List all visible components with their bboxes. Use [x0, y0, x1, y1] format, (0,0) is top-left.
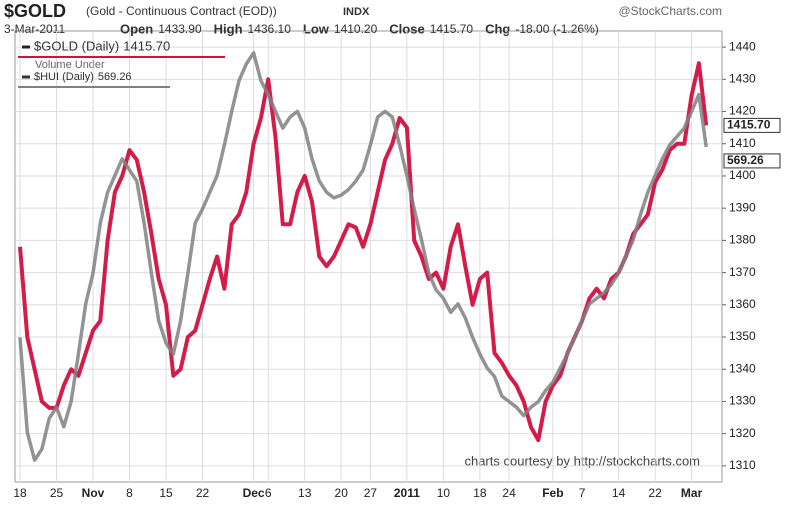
x-tick-label: 7 — [579, 486, 586, 500]
subtitle: (Gold - Continuous Contract (EOD)) — [86, 4, 277, 18]
stat-value: 1433.90 — [158, 22, 202, 36]
x-tick-label: 20 — [335, 486, 349, 500]
date: 3-Mar-2011 — [4, 22, 65, 36]
x-tick-label: 8 — [126, 486, 133, 500]
y-tick-label: 1330 — [729, 394, 756, 408]
y-tick-label: 1340 — [729, 361, 756, 375]
last-value-box — [723, 153, 781, 169]
chart-title: $GOLD — [4, 1, 66, 21]
x-tick-label: 10 — [437, 486, 451, 500]
last-value-label: 1415.70 — [727, 118, 771, 132]
x-tick-label: Dec — [243, 486, 265, 500]
stat-value: -18.00 (-1.26%) — [515, 22, 598, 36]
legend-entry: $HUI (Daily) — [34, 71, 94, 83]
stat-value: 1436.10 — [248, 22, 292, 36]
y-tick-label: 1390 — [729, 200, 756, 214]
y-tick-label: 1440 — [729, 39, 756, 53]
x-tick-label: 27 — [364, 486, 378, 500]
stat-label: Chg — [485, 21, 510, 36]
x-tick-label: 22 — [648, 486, 662, 500]
series-line — [18, 61, 709, 443]
x-tick-label: Nov — [82, 486, 105, 500]
y-tick-label: 1320 — [729, 426, 756, 440]
stat-label: High — [214, 21, 243, 36]
x-tick-label: 13 — [298, 486, 312, 500]
exchange: INDX — [343, 6, 370, 18]
x-tick-label: Mar — [681, 486, 703, 500]
y-tick-label: 1370 — [729, 265, 756, 279]
y-tick-label: 1400 — [729, 168, 756, 182]
legend-value: 1415.70 — [123, 38, 170, 53]
legend-extra: Volume Under — [35, 59, 105, 71]
legend-value: 569.26 — [98, 71, 132, 83]
y-tick-label: 1420 — [729, 104, 756, 118]
x-tick-label: 18 — [13, 486, 27, 500]
x-tick-label: 22 — [196, 486, 210, 500]
legend-entry: $GOLD (Daily) — [34, 38, 119, 53]
y-tick-label: 1350 — [729, 329, 756, 343]
x-tick-label: 6 — [265, 486, 272, 500]
y-tick-label: 1360 — [729, 297, 756, 311]
last-value-box — [723, 117, 781, 133]
y-tick-label: 1410 — [729, 136, 756, 150]
y-tick-label: 1310 — [729, 458, 756, 472]
source: @StockCharts.com — [618, 4, 722, 18]
x-tick-label: 18 — [473, 486, 487, 500]
stat-value: 1415.70 — [430, 22, 474, 36]
y-tick-label: 1430 — [729, 71, 756, 85]
x-tick-label: 24 — [502, 486, 516, 500]
plot-frame — [14, 30, 723, 483]
y-tick-label: 1380 — [729, 233, 756, 247]
x-tick-label: Feb — [542, 486, 563, 500]
x-tick-label: 25 — [50, 486, 64, 500]
x-tick-label: 15 — [159, 486, 173, 500]
x-tick-label: 2011 — [394, 486, 420, 500]
stat-label: Low — [303, 21, 330, 36]
stat-label: Open — [120, 21, 153, 36]
series-line — [18, 51, 708, 462]
stat-label: Close — [389, 21, 424, 36]
last-value-label: 569.26 — [727, 153, 764, 167]
stat-value: 1410.20 — [334, 22, 378, 36]
x-tick-label: 14 — [612, 486, 626, 500]
